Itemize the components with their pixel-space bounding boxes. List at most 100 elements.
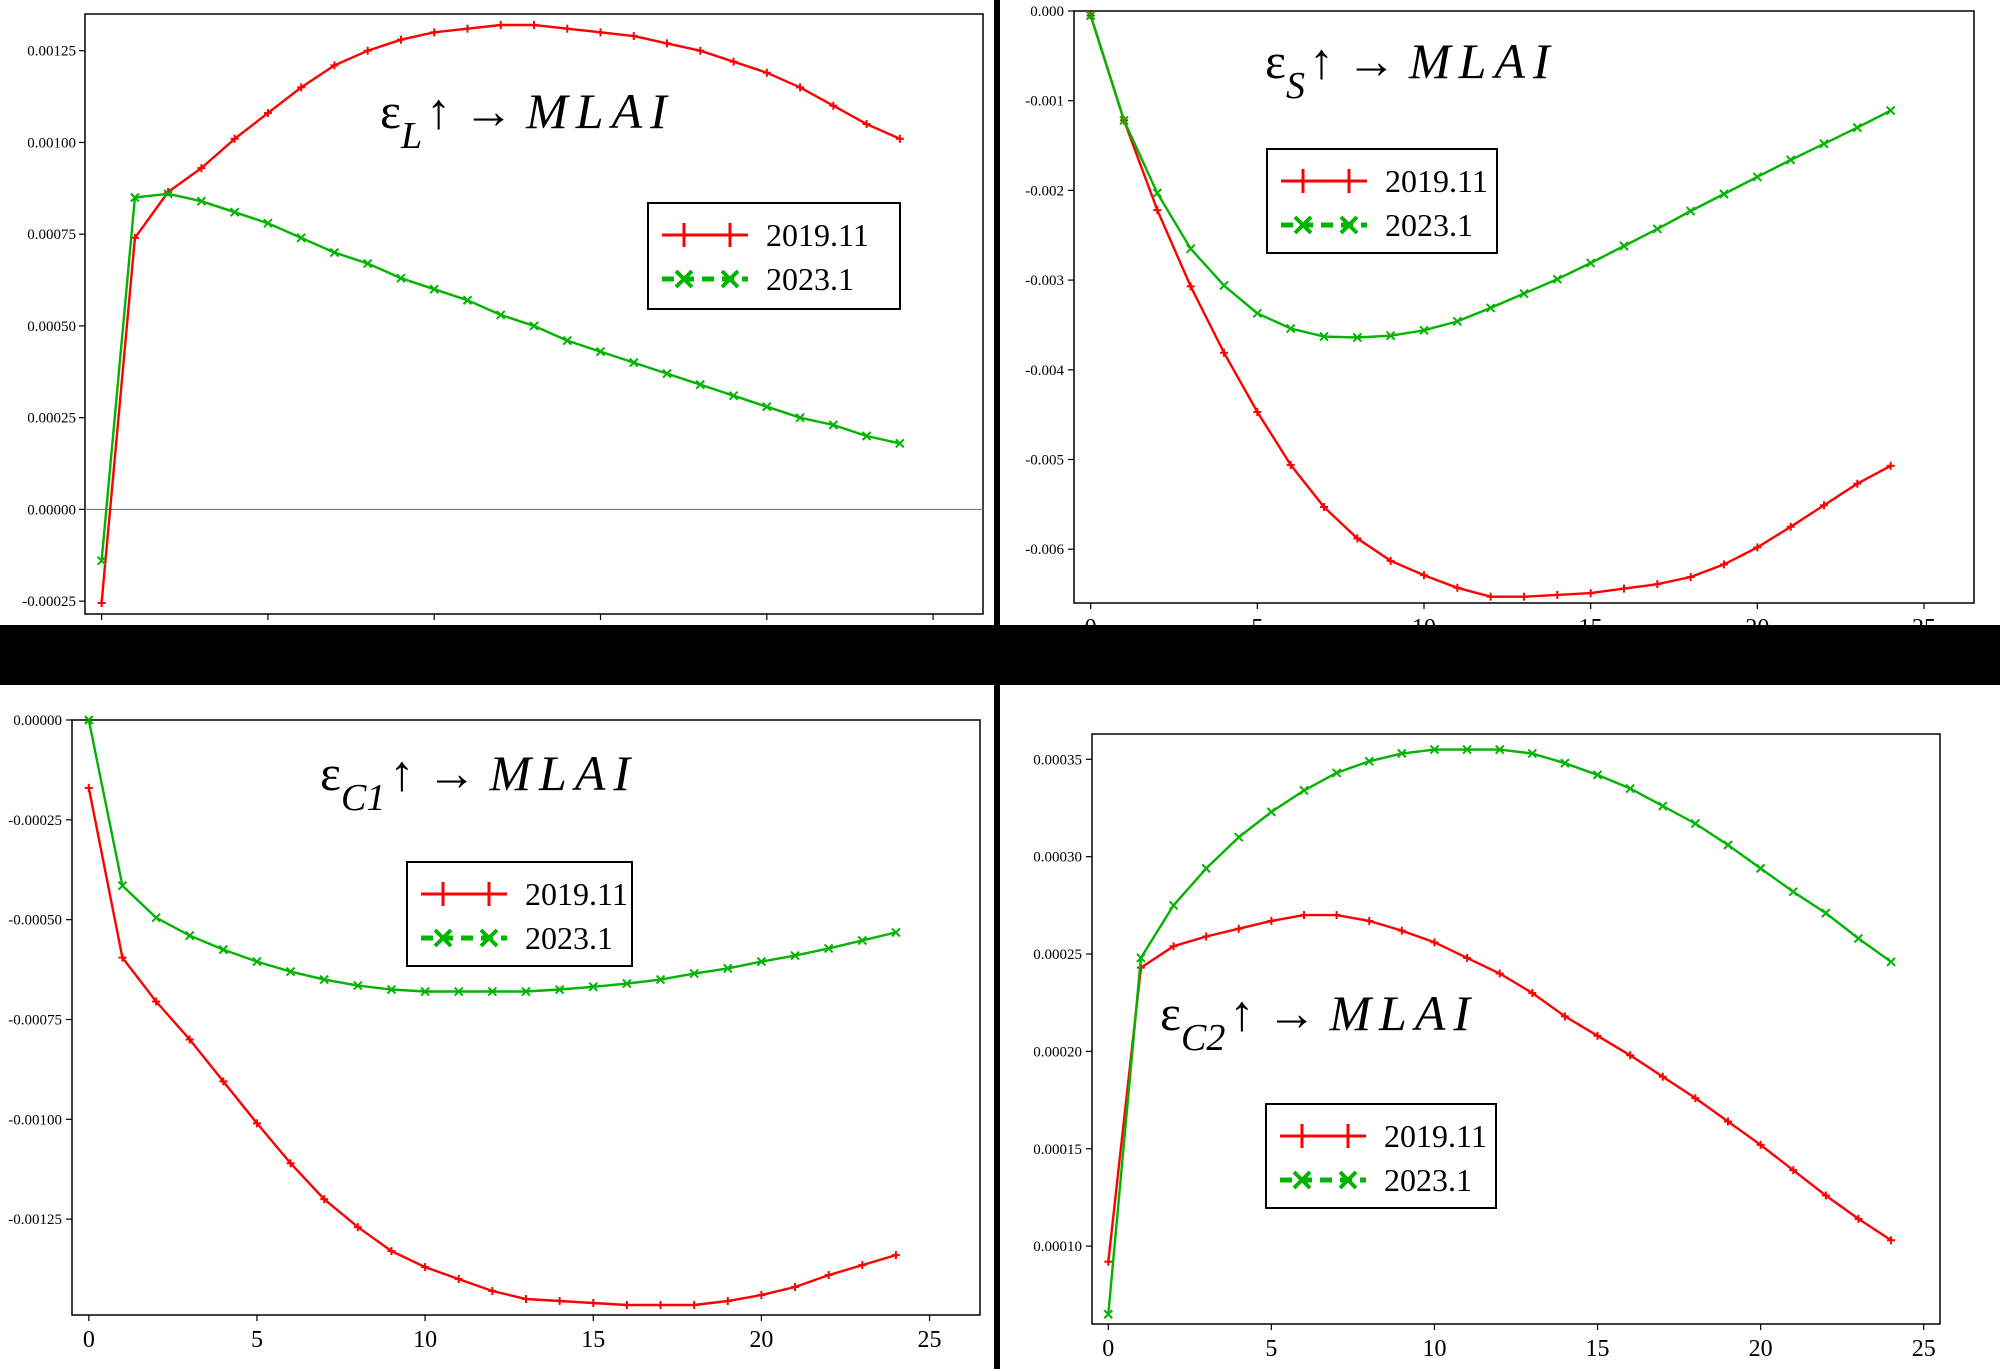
panel-background (1000, 0, 2000, 625)
y-tick-label: -0.00100 (8, 1112, 62, 1128)
marker-x-b (1821, 908, 1831, 918)
marker-x-b (1319, 331, 1329, 342)
y-tick-label: 0.00050 (27, 319, 76, 335)
marker-x-b (1690, 818, 1701, 829)
data-point (1352, 332, 1363, 343)
legend-label-2: 2023.1 (1385, 207, 1473, 243)
data-point (1785, 155, 1796, 165)
marker-x-b (728, 390, 739, 401)
data-point (895, 438, 905, 449)
data-point (230, 134, 239, 143)
data-point (689, 968, 699, 979)
data-point (663, 39, 672, 48)
marker-x-b (1819, 139, 1829, 149)
marker-x-b (1452, 316, 1463, 327)
data-point (396, 35, 405, 44)
series-2023-1 (1085, 10, 1896, 343)
data-point (1463, 953, 1472, 962)
marker-x-b (429, 284, 439, 294)
data-point (1719, 189, 1729, 199)
data-point (1786, 522, 1795, 531)
legend-frame (647, 202, 901, 310)
data-point (1620, 584, 1628, 593)
data-point (1152, 188, 1163, 198)
data-point (1853, 479, 1862, 488)
data-point (1519, 288, 1529, 299)
title-arrow: ↑ → (426, 83, 526, 139)
marker-x-b (184, 930, 195, 941)
data-point (529, 321, 539, 331)
x-tick-label: 10 (413, 1327, 437, 1353)
marker-x-b (895, 438, 905, 449)
data-point (1234, 832, 1244, 842)
data-point (1885, 105, 1896, 116)
marker-x-b (1585, 258, 1596, 268)
data-point (218, 944, 229, 955)
data-point (1332, 911, 1341, 920)
marker-x-b (756, 956, 767, 967)
marker-x-b (828, 420, 839, 430)
marker-x-b (1527, 748, 1538, 759)
marker-x-b (1419, 325, 1429, 336)
title-target: MLAI (525, 83, 675, 139)
x-tick-label: 0 (83, 1327, 95, 1353)
y-tick-label: -0.00050 (8, 913, 62, 929)
data-point (1462, 744, 1472, 755)
data-point (252, 1119, 261, 1128)
data-point (1653, 580, 1662, 589)
y-tick-label: 0.00000 (13, 713, 62, 729)
x-tick-label: 10 (1412, 615, 1436, 641)
series-2023-1 (96, 189, 905, 566)
data-point (496, 310, 506, 320)
data-point (163, 189, 173, 199)
marker-x-b (396, 273, 406, 283)
data-point (622, 1301, 631, 1310)
legend: 2019.11 2023.1 (406, 861, 633, 967)
marker-x-b (420, 986, 430, 997)
marker-x-b (1168, 900, 1179, 911)
legend-marker (1338, 1170, 1358, 1190)
y-tick-label: 0.00035 (1033, 752, 1082, 768)
data-point (1886, 957, 1896, 967)
chart-panel-2: 0 5 10 15 20 25 -0.006 -0.005 -0.004 -0.003 -0.002… (1000, 0, 2000, 641)
title-subscript: C1 (341, 777, 385, 819)
marker-x-b (823, 943, 834, 954)
data-point (595, 346, 606, 357)
legend-label-2: 2023.1 (525, 920, 613, 956)
data-point (421, 1263, 430, 1272)
legend: 2019.11 2023.1 (1266, 148, 1498, 254)
title-subscript: C2 (1181, 1017, 1225, 1059)
data-point (1201, 863, 1211, 874)
data-point (1452, 316, 1463, 327)
data-point (554, 984, 565, 995)
data-point (1686, 572, 1695, 581)
data-point (1136, 953, 1146, 963)
data-point (1365, 916, 1374, 925)
data-point (690, 1301, 699, 1310)
marker-x-b (151, 912, 161, 923)
marker-x-b (1592, 770, 1603, 780)
data-point (858, 1261, 867, 1270)
marker-x-b (629, 357, 639, 368)
marker-x-b (1331, 768, 1342, 778)
plot-frame (71, 719, 981, 1316)
data-point (1553, 590, 1562, 599)
data-point (488, 1287, 497, 1296)
data-point (1625, 783, 1635, 794)
x-tick-label: 25 (1912, 615, 1936, 641)
data-point (1723, 840, 1733, 850)
data-point (1419, 325, 1429, 336)
data-point (1788, 887, 1798, 897)
marker-x-b (130, 192, 140, 203)
y-tick-label: -0.00075 (8, 1012, 62, 1028)
data-point (521, 986, 531, 997)
data-point (723, 1297, 732, 1306)
data-point (386, 984, 397, 995)
data-point (1691, 1094, 1700, 1103)
data-point (1752, 172, 1763, 182)
y-tick-label: 0.00030 (1033, 850, 1082, 866)
marker-x-b (1788, 887, 1798, 897)
marker-x-b (1886, 957, 1896, 967)
